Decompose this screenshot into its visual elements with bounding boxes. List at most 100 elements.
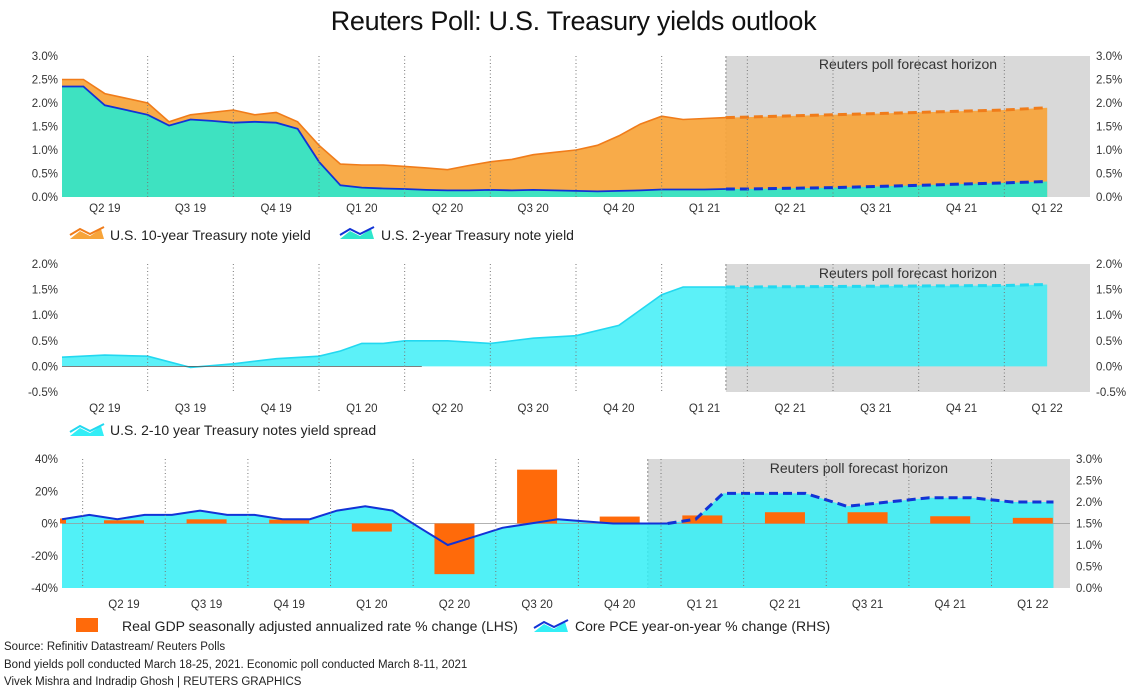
two-year-forecast-line (725, 180, 1048, 191)
economy-ytick-left: -20% (31, 551, 58, 563)
gdp-bar (764, 512, 805, 524)
spread-quarter-label: Q2 21 (775, 403, 806, 415)
economy-ytick-right: 0.5% (1076, 562, 1102, 574)
pce-legend-line (533, 619, 569, 629)
yields-forecast-label: Reuters poll forecast horizon (819, 56, 997, 72)
economy-ytick-left: 20% (35, 486, 58, 498)
gdp-legend-label: Real GDP seasonally adjusted annualized … (122, 618, 518, 634)
yields-quarter-label: Q4 21 (946, 203, 977, 215)
economy-quarter-label: Q4 20 (604, 599, 635, 611)
spread-ytick-right: 1.0% (1096, 310, 1122, 322)
gdp-bar (1012, 517, 1053, 524)
economy-quarter-label: Q3 21 (852, 599, 883, 611)
spread-ytick-left: 2.0% (32, 259, 58, 271)
economy-quarter-label: Q3 19 (191, 599, 222, 611)
spread-ytick-left: 1.0% (32, 310, 58, 322)
economy-ytick-right: 1.0% (1076, 540, 1102, 552)
yields-quarter-label: Q3 19 (175, 203, 206, 215)
spread-ytick-right: 1.5% (1096, 285, 1122, 297)
gdp-bar (517, 469, 558, 524)
yields-quarter-label: Q4 19 (261, 203, 292, 215)
spread-quarter-label: Q4 20 (603, 403, 634, 415)
economy-quarter-label: Q2 20 (439, 599, 470, 611)
economy-forecast-label: Reuters poll forecast horizon (770, 460, 948, 476)
two-year-legend-line (339, 226, 375, 236)
economy-ytick-left: -40% (31, 583, 58, 595)
chart-title: Reuters Poll: U.S. Treasury yields outlo… (330, 6, 817, 36)
ten-year-forecast-line (725, 106, 1048, 120)
yields-quarter-label: Q3 21 (860, 203, 891, 215)
gdp-bar (599, 516, 640, 524)
two-year-area (62, 86, 1048, 197)
economy-ytick-right: 0.0% (1076, 583, 1102, 595)
spread-quarter-label: Q2 19 (89, 403, 120, 415)
yields-quarter-label: Q2 19 (89, 203, 120, 215)
yields-quarter-label: Q3 20 (518, 203, 549, 215)
yields-ytick-right: 3.0% (1096, 51, 1122, 63)
gdp-bar (434, 523, 475, 575)
spread-ytick-right: -0.5% (1096, 387, 1126, 399)
gdp-bar (103, 520, 144, 524)
spread-quarter-label: Q3 20 (518, 403, 549, 415)
economy-quarter-label: Q2 19 (108, 599, 139, 611)
spread-panel: Reuters poll forecast horizon Q2 19 Q3 19 Q… (28, 259, 1126, 438)
spread-ytick-right: 0.0% (1096, 361, 1122, 373)
gdp-bar (351, 523, 392, 532)
yields-quarter-label: Q2 21 (775, 203, 806, 215)
spread-area (62, 284, 1048, 368)
yields-quarter-label: Q4 20 (603, 203, 634, 215)
poll-note: Bond yields poll conducted March 18-25, … (4, 658, 468, 671)
yields-ytick-right: 0.5% (1096, 169, 1122, 181)
spread-ytick-left: 1.5% (32, 285, 58, 297)
spread-ytick-left: 0.0% (32, 361, 58, 373)
spread-quarter-label: Q2 20 (432, 403, 463, 415)
yields-quarter-label: Q1 20 (346, 203, 377, 215)
yields-ytick-left: 3.0% (32, 51, 58, 63)
gdp-bar (60, 518, 66, 524)
spread-quarter-label: Q4 21 (946, 403, 977, 415)
spread-quarter-label: Q1 20 (346, 403, 377, 415)
source-note: Source: Refinitiv Datastream/ Reuters Po… (4, 641, 226, 653)
spread-ytick-left: 0.5% (32, 336, 58, 348)
yields-quarter-label: Q2 20 (432, 203, 463, 215)
economy-quarter-label: Q1 22 (1017, 599, 1048, 611)
spread-forecast-line (725, 283, 1048, 289)
ten-year-legend-label: U.S. 10-year Treasury note yield (110, 227, 311, 243)
economy-quarter-label: Q4 19 (274, 599, 305, 611)
ten-year-legend-line (69, 226, 105, 236)
spread-quarter-label: Q4 19 (261, 403, 292, 415)
pce-area (62, 493, 1054, 588)
yields-ytick-left: 1.0% (32, 145, 58, 157)
spread-legend-line (69, 423, 105, 433)
yields-ytick-right: 1.0% (1096, 145, 1122, 157)
ten-year-legend-swatch (70, 229, 104, 239)
yields-quarter-label: Q1 22 (1032, 203, 1063, 215)
gdp-bar (186, 519, 227, 524)
yields-ytick-left: 2.0% (32, 98, 58, 110)
yields-ytick-left: 2.5% (32, 75, 58, 87)
pce-legend-label: Core PCE year-on-year % change (RHS) (575, 618, 830, 634)
spread-quarter-label: Q3 21 (860, 403, 891, 415)
credit-note: Vivek Mishra and Indradip Ghosh | REUTER… (4, 676, 302, 688)
spread-forecast-label: Reuters poll forecast horizon (819, 265, 997, 281)
spread-ytick-left: -0.5% (28, 387, 58, 399)
economy-ytick-right: 3.0% (1076, 454, 1102, 466)
gdp-bar (682, 515, 723, 524)
spread-legend-swatch (70, 426, 104, 436)
two-year-legend-label: U.S. 2-year Treasury note yield (381, 227, 574, 243)
yields-panel: Reuters poll forecast horizon Q2 19 Q3 19 Q… (32, 51, 1122, 243)
spread-ytick-right: 0.5% (1096, 336, 1122, 348)
spread-ytick-right: 2.0% (1096, 259, 1122, 271)
economy-ytick-right: 2.5% (1076, 476, 1102, 488)
yields-ytick-right: 2.5% (1096, 75, 1122, 87)
economy-quarter-label: Q2 21 (769, 599, 800, 611)
economy-quarter-label: Q3 20 (521, 599, 552, 611)
pce-legend-swatch (534, 622, 568, 632)
economy-ytick-left: 40% (35, 454, 58, 466)
yields-ytick-right: 2.0% (1096, 98, 1122, 110)
economy-ytick-left: 0% (41, 519, 58, 531)
yields-ytick-right: 0.0% (1096, 192, 1122, 204)
footer: Source: Refinitiv Datastream/ Reuters Po… (4, 639, 467, 692)
spread-quarter-label: Q1 22 (1032, 403, 1063, 415)
